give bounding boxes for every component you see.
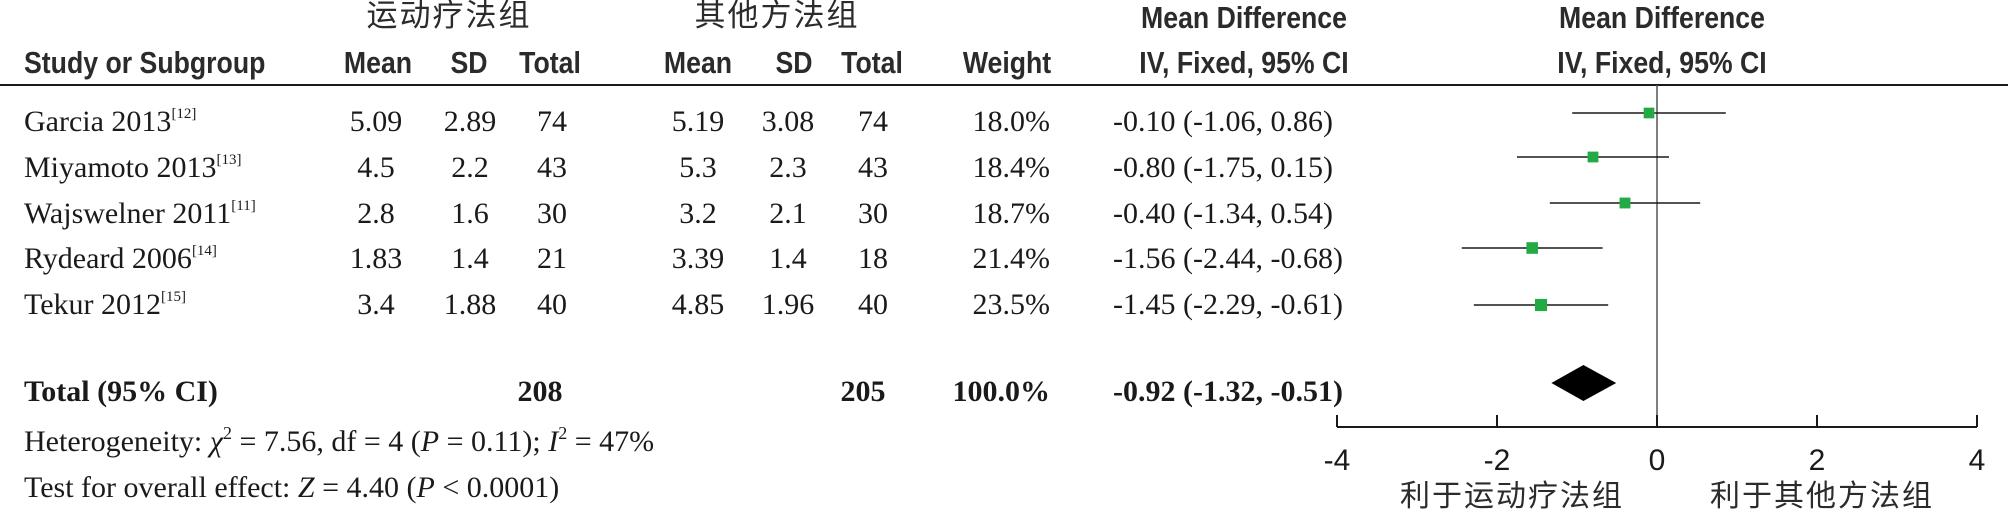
pooled-diamond <box>1551 365 1617 401</box>
cell-c-total: 18 <box>858 242 888 275</box>
control-group-header: 其他方法组 <box>694 0 860 34</box>
cell-c-sd: 2.1 <box>769 197 807 230</box>
cell-c-mean: 5.3 <box>679 151 717 184</box>
cell-e-total: 74 <box>537 105 567 138</box>
cell-ci: -0.80 (-1.75, 0.15) <box>1113 151 1333 184</box>
study-name: Rydeard 2006[14] <box>24 242 217 275</box>
total-exp-n: 208 <box>517 375 563 408</box>
md-plot-title-header: Mean Difference <box>1559 0 1765 35</box>
cell-c-sd: 1.96 <box>761 288 815 321</box>
weight-header: Weight <box>962 45 1052 80</box>
study-point-marker <box>1587 151 1599 163</box>
md-title-header: Mean Difference <box>1141 0 1347 35</box>
cell-ci: -0.10 (-1.06, 0.86) <box>1113 105 1333 138</box>
cell-e-total: 21 <box>537 242 567 275</box>
cell-e-mean: 2.8 <box>357 197 395 230</box>
cell-e-sd: 1.4 <box>451 242 489 275</box>
cell-e-total: 30 <box>537 197 567 230</box>
x-tick-label: 2 <box>1808 444 1826 477</box>
cell-c-mean: 4.85 <box>671 288 725 321</box>
study-column-header: Study or Subgroup <box>24 45 266 80</box>
overall-effect-text: Test for overall effect: Z = 4.40 (P < 0… <box>24 471 560 504</box>
cell-weight: 18.7% <box>972 197 1051 230</box>
ctrl-mean-header: Mean <box>663 45 733 80</box>
cell-weight: 18.4% <box>972 151 1051 184</box>
cell-e-total: 43 <box>537 151 567 184</box>
cell-e-sd: 2.89 <box>443 105 497 138</box>
x-tick-label: 0 <box>1648 444 1666 477</box>
cell-c-sd: 3.08 <box>761 105 815 138</box>
total-label: Total (95% CI) <box>24 375 218 408</box>
study-name: Miyamoto 2013[13] <box>24 151 242 184</box>
experimental-group-header: 运动疗法组 <box>366 0 532 34</box>
x-tick-label: -2 <box>1483 444 1511 477</box>
cell-e-mean: 1.83 <box>349 242 403 275</box>
total-ctrl-n: 205 <box>840 375 886 408</box>
cell-ci: -1.56 (-2.44, -0.68) <box>1113 242 1343 275</box>
cell-weight: 18.0% <box>972 105 1051 138</box>
cell-e-sd: 1.88 <box>443 288 497 321</box>
study-point-marker <box>1619 197 1631 209</box>
ctrl-total-header: Total <box>841 45 903 80</box>
cell-e-sd: 1.6 <box>451 197 489 230</box>
study-name: Garcia 2013[12] <box>24 105 197 138</box>
cell-c-total: 30 <box>858 197 888 230</box>
cell-c-mean: 5.19 <box>671 105 725 138</box>
cell-c-sd: 2.3 <box>769 151 807 184</box>
cell-e-sd: 2.2 <box>451 151 489 184</box>
cell-c-sd: 1.4 <box>769 242 807 275</box>
cell-weight: 21.4% <box>972 242 1051 275</box>
md-method-header: IV, Fixed, 95% CI <box>1139 45 1349 80</box>
total-weight: 100.0% <box>952 375 1051 408</box>
cell-e-mean: 3.4 <box>357 288 395 321</box>
study-point-marker <box>1534 298 1548 312</box>
cell-c-mean: 3.39 <box>671 242 725 275</box>
cell-ci: -1.45 (-2.29, -0.61) <box>1113 288 1343 321</box>
study-point-marker <box>1643 107 1655 119</box>
cell-ci: -0.40 (-1.34, 0.54) <box>1113 197 1333 230</box>
cell-c-mean: 3.2 <box>679 197 717 230</box>
cell-c-total: 40 <box>858 288 888 321</box>
cell-e-total: 40 <box>537 288 567 321</box>
study-name: Wajswelner 2011[11] <box>24 197 256 230</box>
total-ci: -0.92 (-1.32, -0.51) <box>1113 375 1343 408</box>
cell-weight: 23.5% <box>972 288 1051 321</box>
cell-c-total: 74 <box>858 105 888 138</box>
study-name: Tekur 2012[15] <box>24 288 187 321</box>
exp-total-header: Total <box>519 45 581 80</box>
favours-left-label: 利于运动疗法组 <box>1400 479 1624 514</box>
cell-e-mean: 4.5 <box>357 151 395 184</box>
cell-c-total: 43 <box>858 151 888 184</box>
x-tick-label: -4 <box>1323 444 1351 477</box>
study-point-marker <box>1526 242 1538 254</box>
exp-mean-header: Mean <box>343 45 413 80</box>
cell-e-mean: 5.09 <box>349 105 403 138</box>
favours-right-label: 利于其他方法组 <box>1710 479 1934 514</box>
exp-sd-header: SD <box>450 45 488 80</box>
md-plot-method-header: IV, Fixed, 95% CI <box>1557 45 1767 80</box>
heterogeneity-text: Heterogeneity: χ2 = 7.56, df = 4 (P = 0.… <box>24 423 655 458</box>
x-tick-label: 4 <box>1968 444 1986 477</box>
ctrl-sd-header: SD <box>775 45 813 80</box>
